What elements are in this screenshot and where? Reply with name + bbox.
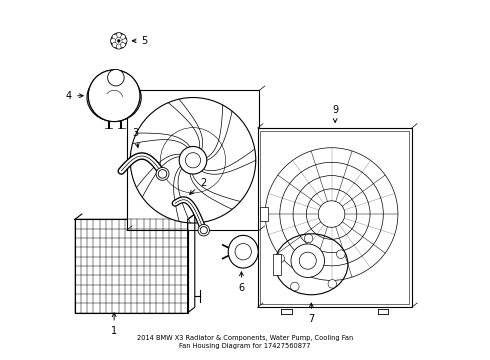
Circle shape (328, 280, 337, 288)
Bar (273, 253, 281, 275)
Circle shape (291, 244, 324, 278)
Circle shape (111, 33, 126, 49)
Text: 2014 BMW X3 Radiator & Components, Water Pump, Cooling Fan
Fan Housing Diagram f: 2014 BMW X3 Radiator & Components, Water… (137, 335, 353, 349)
Bar (260, 207, 269, 221)
Bar (126, 90, 259, 230)
Circle shape (122, 38, 127, 44)
Bar (260, 131, 409, 305)
Circle shape (185, 153, 200, 168)
Circle shape (112, 34, 117, 39)
Text: 9: 9 (332, 105, 338, 122)
Circle shape (200, 226, 207, 234)
Circle shape (179, 147, 207, 174)
Circle shape (111, 38, 116, 44)
Circle shape (120, 34, 125, 39)
Circle shape (116, 33, 122, 38)
Bar (74, 220, 188, 313)
Circle shape (120, 42, 125, 48)
Text: 7: 7 (308, 303, 315, 324)
Circle shape (130, 98, 256, 223)
Circle shape (88, 70, 140, 122)
Circle shape (117, 40, 120, 42)
Text: 8: 8 (109, 71, 127, 86)
Circle shape (276, 254, 284, 263)
Circle shape (88, 70, 140, 122)
Circle shape (156, 167, 169, 180)
Circle shape (291, 282, 299, 291)
Circle shape (304, 234, 313, 243)
Circle shape (337, 250, 345, 258)
Circle shape (235, 244, 251, 260)
Ellipse shape (87, 74, 141, 121)
Text: 4: 4 (66, 91, 83, 101)
Circle shape (198, 225, 210, 236)
Text: 2: 2 (190, 177, 206, 194)
Circle shape (158, 170, 167, 178)
Ellipse shape (228, 235, 258, 268)
Bar (258, 128, 412, 307)
Text: 5: 5 (132, 36, 147, 46)
Circle shape (108, 69, 124, 86)
Text: 1: 1 (111, 313, 117, 336)
Text: 6: 6 (238, 272, 245, 293)
Ellipse shape (275, 234, 348, 295)
Text: 3: 3 (132, 128, 139, 147)
Circle shape (116, 44, 122, 49)
Circle shape (112, 42, 117, 48)
Circle shape (299, 252, 316, 269)
